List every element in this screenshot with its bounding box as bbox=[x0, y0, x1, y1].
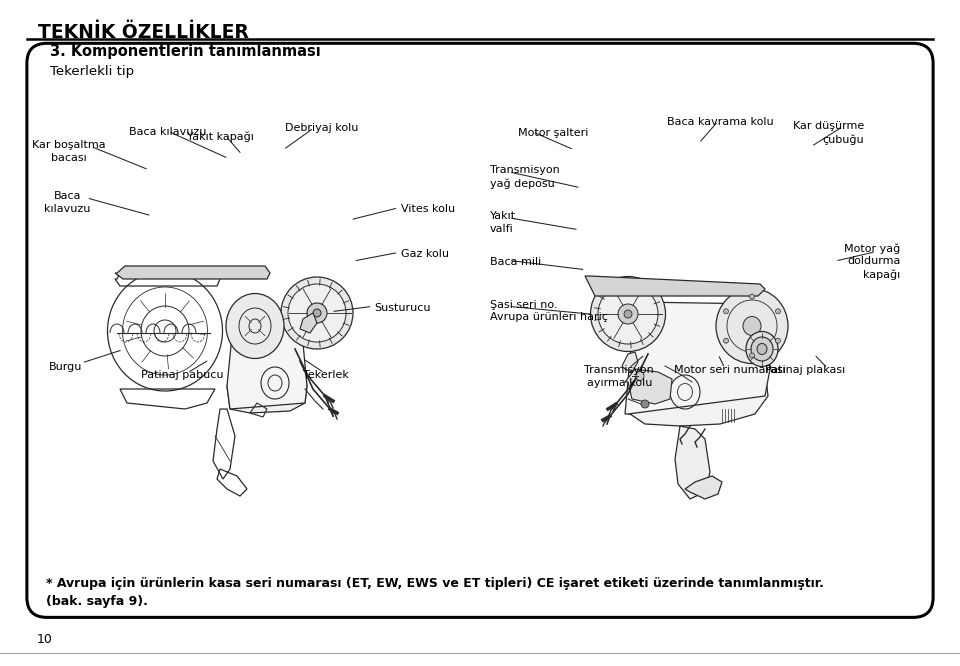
Ellipse shape bbox=[724, 309, 729, 314]
Polygon shape bbox=[685, 476, 722, 499]
Polygon shape bbox=[227, 356, 307, 413]
Text: Debriyaj kolu: Debriyaj kolu bbox=[285, 123, 358, 133]
Ellipse shape bbox=[226, 294, 284, 358]
Text: Transmisyon
yağ deposu: Transmisyon yağ deposu bbox=[490, 165, 560, 188]
Ellipse shape bbox=[716, 288, 788, 364]
Text: Vites kolu: Vites kolu bbox=[401, 204, 455, 214]
Ellipse shape bbox=[750, 294, 755, 299]
Ellipse shape bbox=[618, 304, 638, 324]
Text: Motor seri numarası: Motor seri numarası bbox=[674, 365, 785, 375]
Text: Motor şalteri: Motor şalteri bbox=[518, 128, 588, 138]
Text: Yakıt
valfi: Yakıt valfi bbox=[490, 211, 516, 234]
Text: Tekerlek: Tekerlek bbox=[303, 370, 349, 380]
Text: (bak. sayfa 9).: (bak. sayfa 9). bbox=[46, 595, 148, 608]
Text: Kar boşaltma
bacası: Kar boşaltma bacası bbox=[33, 140, 106, 163]
Ellipse shape bbox=[307, 303, 327, 323]
Ellipse shape bbox=[750, 353, 755, 358]
Polygon shape bbox=[227, 306, 307, 409]
Polygon shape bbox=[675, 426, 710, 499]
Ellipse shape bbox=[598, 284, 658, 344]
Text: 10: 10 bbox=[36, 633, 53, 646]
Text: Baca
kılavuzu: Baca kılavuzu bbox=[44, 191, 90, 214]
Text: Burgu: Burgu bbox=[49, 362, 82, 372]
Text: Motor yağ
doldurma
kapağı: Motor yağ doldurma kapağı bbox=[844, 243, 900, 280]
Ellipse shape bbox=[636, 372, 644, 380]
Polygon shape bbox=[625, 302, 770, 414]
Text: Baca mili: Baca mili bbox=[490, 257, 540, 267]
Text: * Avrupa için ürünlerin kasa seri numarası (ET, EW, EWS ve ET tipleri) CE işaret: * Avrupa için ürünlerin kasa seri numara… bbox=[46, 577, 824, 591]
Ellipse shape bbox=[281, 277, 353, 349]
Text: Gaz kolu: Gaz kolu bbox=[401, 249, 449, 259]
Text: Yakıt kapağı: Yakıt kapağı bbox=[187, 131, 254, 142]
Text: 3. Komponentlerin tanımlanması: 3. Komponentlerin tanımlanması bbox=[50, 44, 321, 59]
Polygon shape bbox=[625, 369, 672, 404]
Text: Transmisyon
ayırma kolu: Transmisyon ayırma kolu bbox=[585, 365, 654, 388]
Ellipse shape bbox=[751, 337, 773, 361]
Text: TEKNİK ÖZELLİKLER: TEKNİK ÖZELLİKLER bbox=[38, 23, 250, 43]
Text: Baca kavrama kolu: Baca kavrama kolu bbox=[666, 117, 774, 127]
Ellipse shape bbox=[288, 284, 346, 342]
Ellipse shape bbox=[743, 316, 761, 336]
Text: Baca kılavuzu: Baca kılavuzu bbox=[130, 127, 206, 137]
Text: Patinaj plakası: Patinaj plakası bbox=[764, 365, 845, 375]
Polygon shape bbox=[115, 266, 270, 279]
Polygon shape bbox=[628, 362, 768, 426]
Text: Tekerlekli tip: Tekerlekli tip bbox=[50, 65, 134, 78]
Ellipse shape bbox=[746, 332, 778, 366]
Text: Susturucu: Susturucu bbox=[374, 303, 431, 313]
Ellipse shape bbox=[724, 338, 729, 343]
Ellipse shape bbox=[313, 309, 321, 317]
Text: Şasi seri no.
Avrupa ürünleri hariç: Şasi seri no. Avrupa ürünleri hariç bbox=[490, 300, 608, 322]
Polygon shape bbox=[585, 276, 765, 296]
Ellipse shape bbox=[590, 276, 665, 352]
Polygon shape bbox=[300, 313, 317, 333]
Ellipse shape bbox=[776, 338, 780, 343]
Text: Kar düşürme
çubuğu: Kar düşürme çubuğu bbox=[793, 121, 864, 145]
Text: Patinaj pabucu: Patinaj pabucu bbox=[141, 370, 224, 380]
Polygon shape bbox=[622, 352, 638, 372]
Ellipse shape bbox=[776, 309, 780, 314]
Ellipse shape bbox=[641, 400, 649, 408]
Ellipse shape bbox=[624, 310, 632, 318]
FancyBboxPatch shape bbox=[27, 43, 933, 617]
Ellipse shape bbox=[757, 344, 767, 354]
